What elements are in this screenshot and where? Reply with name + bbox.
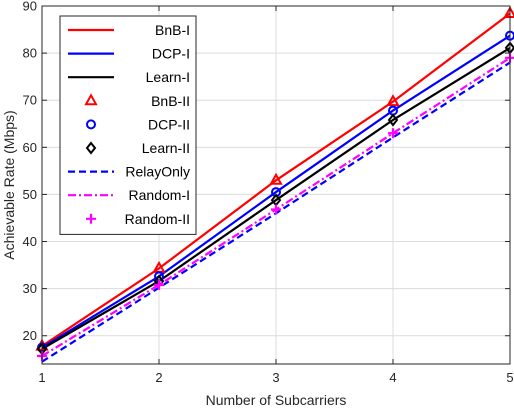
legend-entry-relayonly: RelayOnly [68, 164, 190, 180]
legend-label: Learn-II [142, 140, 190, 156]
series-random-ii [37, 52, 514, 361]
legend-marker [86, 213, 96, 224]
y-tick-label: 70 [23, 93, 37, 108]
legend-label: BnB-II [151, 93, 190, 109]
y-axis-label: Achievable Rate (Mbps) [1, 110, 17, 259]
legend-entry-learn-i: Learn-I [68, 69, 190, 85]
x-tick-label: 3 [272, 370, 279, 385]
legend-marker [86, 119, 96, 130]
data-point-learn-ii [387, 113, 399, 127]
data-point-bnb-ii [269, 172, 283, 185]
legend-label: Learn-I [146, 69, 190, 85]
legend-label: DCP-I [152, 46, 190, 62]
x-tick-label: 1 [38, 370, 45, 385]
series-layer [35, 5, 514, 363]
legend-entry-bnb-i: BnB-I [68, 22, 190, 38]
data-point-random-ii [271, 204, 281, 215]
y-tick-label: 40 [23, 234, 37, 249]
legend-marker [85, 141, 97, 155]
x-tick-label: 4 [389, 370, 396, 385]
legend-label: Random-I [129, 187, 190, 203]
tick-labels: 1 2 3 4 5 20 30 40 50 60 70 80 90 [23, 0, 514, 385]
series-bnb-i [41, 12, 511, 348]
legend-entry-dcp-i: DCP-I [68, 46, 190, 62]
axes [41, 5, 511, 365]
y-tick-label: 30 [23, 281, 37, 296]
data-point-random-ii [154, 279, 164, 290]
x-axis-label: Number of Subcarriers [206, 392, 347, 408]
series-learn-i [41, 46, 511, 350]
data-point-bnb-ii [386, 94, 400, 107]
legend-box [59, 15, 197, 235]
legend-entry-learn-ii: Learn-II [85, 140, 190, 156]
legend: BnB-I DCP-I Learn-I BnB-II DCP-II Learn-II Rel… [59, 15, 197, 235]
y-tick-label: 50 [23, 187, 37, 202]
legend-label: DCP-II [148, 116, 190, 132]
legend-entry-random-ii: Random-II [86, 211, 190, 227]
x-tick-label: 5 [506, 370, 513, 385]
data-point-random-ii [388, 128, 398, 139]
y-tick-label: 20 [23, 328, 37, 343]
series-line-dcp-i [41, 34, 511, 349]
legend-entry-random-i: Random-I [68, 187, 190, 203]
legend-entry-dcp-ii: DCP-II [86, 116, 190, 132]
legend-label: BnB-I [155, 22, 190, 38]
legend-label: Random-II [125, 211, 190, 227]
legend-entry-bnb-ii: BnB-II [84, 93, 190, 109]
x-tick-label: 2 [155, 370, 162, 385]
y-tick-label: 60 [23, 140, 37, 155]
series-dcp-i [41, 34, 511, 349]
y-tick-label: 80 [23, 46, 37, 61]
legend-label: RelayOnly [125, 164, 190, 180]
series-line-bnb-i [41, 12, 511, 348]
y-tick-label: 90 [23, 0, 37, 14]
series-line-learn-i [41, 46, 511, 350]
legend-marker [84, 93, 98, 106]
